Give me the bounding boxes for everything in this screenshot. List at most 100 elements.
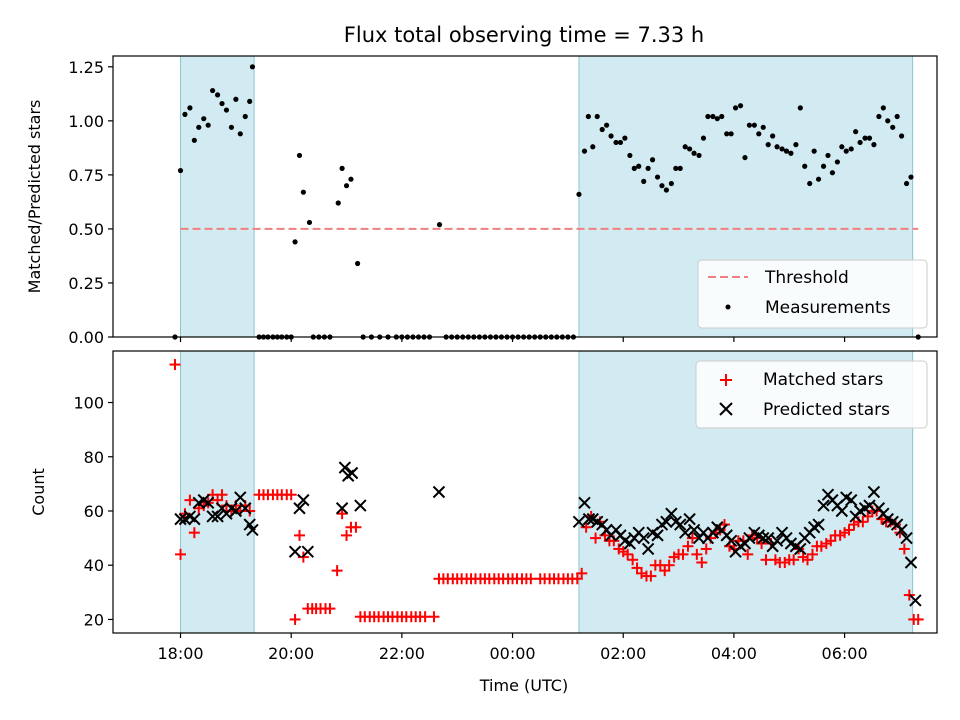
measurement-point [894, 113, 900, 120]
cross-bar [674, 518, 687, 531]
cross-bar [338, 461, 352, 474]
cross-bar [225, 502, 238, 515]
measurement-point [903, 180, 910, 187]
matched-star-point [627, 554, 639, 566]
cross-bar [246, 523, 259, 537]
measurement-point [617, 139, 624, 146]
matched-star-point [686, 532, 698, 544]
cross-bar [881, 512, 894, 526]
cross-bar [174, 512, 187, 526]
matched-star-point [289, 613, 301, 625]
predicted-star-point [297, 493, 310, 507]
cross-bar [748, 526, 761, 539]
measurement-point [862, 135, 868, 141]
cross-bar [752, 529, 766, 542]
measurement-point [219, 100, 225, 107]
legend-predicted-label: Predicted stars [763, 400, 890, 420]
measurement-point [843, 148, 849, 154]
cross-bar [234, 491, 247, 504]
matched-star-point [742, 548, 754, 560]
matched-star-point [857, 516, 869, 528]
cross-bar [288, 545, 302, 558]
measurement-point [756, 131, 762, 137]
legend-measurements-swatch [725, 304, 731, 310]
top-y-axis-label: Matched/Predicted stars [25, 100, 44, 294]
predicted-star-point [687, 523, 701, 537]
cross-bar [757, 531, 770, 545]
cross-bar [301, 545, 315, 558]
measurement-point [641, 178, 647, 184]
cross-bar [845, 493, 858, 507]
matched-star-point [903, 589, 915, 601]
measurement-point [898, 133, 905, 139]
measurement-point [682, 144, 688, 150]
predicted-star-point [239, 502, 252, 515]
measurement-point [659, 183, 665, 189]
measurement-point [292, 239, 298, 245]
cross-bar [578, 496, 591, 510]
predicted-star-point [678, 526, 692, 539]
measurement-point [746, 122, 753, 128]
matched-star-point [293, 529, 305, 541]
bottom-legend-box [695, 360, 928, 429]
cross-bar [651, 529, 664, 542]
matched-star-point [216, 489, 228, 501]
matched-star-point [341, 529, 353, 541]
measurement-point [737, 103, 744, 109]
cross-bar [683, 512, 696, 526]
measurement-point [829, 170, 836, 176]
measurement-point [807, 180, 813, 187]
legend-matched-swatch [720, 374, 732, 386]
predicted-star-point [812, 518, 825, 531]
cross-bar [201, 496, 215, 510]
predicted-star-point [637, 531, 650, 545]
predicted-star-point [201, 496, 215, 510]
predicted-star-point [665, 507, 678, 520]
measurement-point [576, 191, 582, 197]
measurement-point [783, 148, 790, 154]
cross-bar [665, 507, 678, 520]
matched-star-point [336, 508, 348, 520]
matched-star-point [590, 532, 602, 544]
x-axis-label: Time (UTC) [479, 676, 568, 695]
cross-bar [586, 512, 599, 526]
measurement-point [820, 163, 827, 169]
matched-star-point [188, 527, 200, 539]
matched-star-point [324, 603, 336, 615]
measurement-point [196, 124, 202, 130]
measurement-point [436, 222, 443, 228]
cross-bar [900, 531, 913, 545]
predicted-star-point [651, 529, 664, 542]
cross-bar [637, 531, 650, 545]
measurement-point [654, 174, 661, 180]
x-tick-label: 06:00 [822, 644, 868, 663]
cross-bar [863, 499, 876, 512]
cross-bar [197, 493, 210, 507]
measurement-point [306, 219, 313, 226]
measurement-point [890, 124, 896, 130]
measurement-point [182, 111, 188, 117]
matched-star-point [806, 548, 818, 560]
y-tick-label: 0.25 [68, 274, 104, 293]
predicted-star-point [174, 512, 187, 526]
predicted-stars-points [174, 461, 922, 607]
predicted-star-point [895, 523, 908, 537]
predicted-star-point [246, 523, 259, 537]
matched-star-point [331, 565, 343, 577]
bottom-axes-frame [112, 350, 938, 634]
predicted-star-point [724, 534, 738, 548]
cross-bar [770, 534, 784, 548]
y-tick-label: 0.50 [68, 220, 104, 239]
predicted-star-point [845, 493, 858, 507]
y-tick-label: 1.25 [68, 58, 104, 77]
measurement-point [696, 152, 702, 159]
measurement-point [247, 98, 253, 104]
matched-star-point [912, 613, 924, 625]
top-axes-frame [112, 55, 938, 338]
cross-bar [618, 534, 632, 548]
measurement-point [191, 137, 197, 143]
predicted-star-point [794, 542, 807, 556]
cross-bar [335, 502, 349, 515]
cross-bar [591, 515, 604, 529]
measurement-point [728, 131, 734, 137]
